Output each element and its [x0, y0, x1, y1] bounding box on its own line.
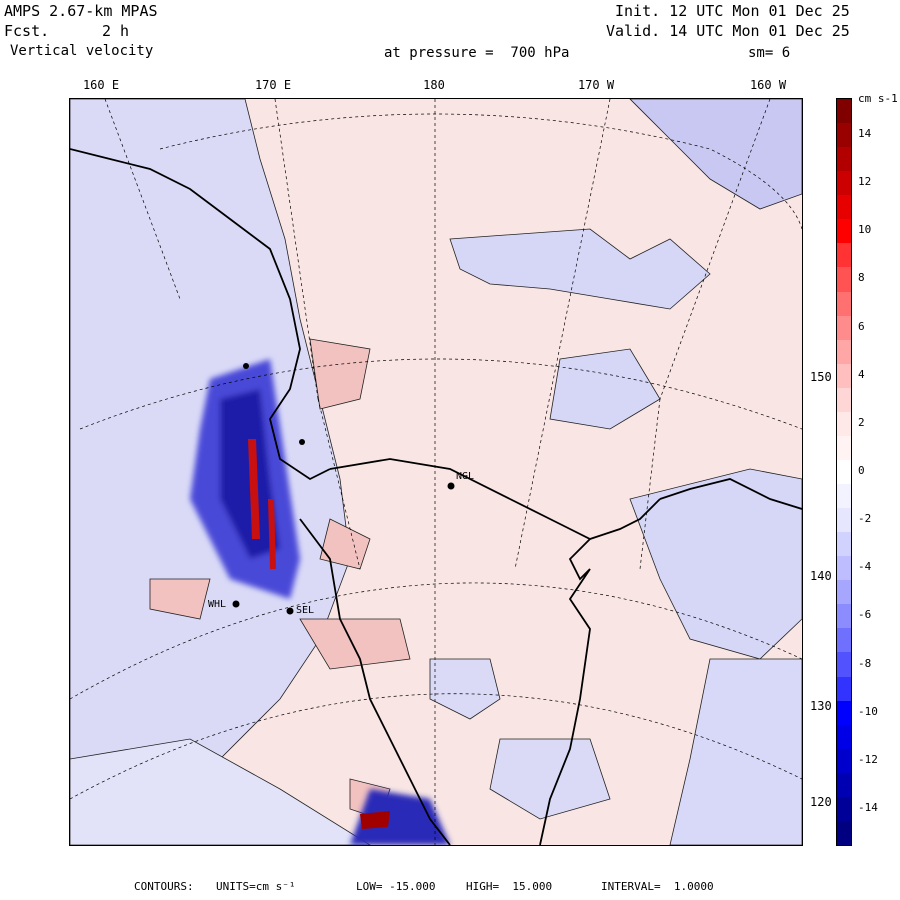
footer-units: UNITS=cm s⁻¹ — [216, 880, 296, 893]
colorbar-segment — [837, 580, 851, 605]
valid-time: Valid. 14 UTC Mon 01 Dec 25 — [606, 22, 850, 40]
colorbar-segment — [837, 796, 851, 822]
colorbar-segment — [837, 484, 851, 509]
lon-label-170w: 170 W — [577, 78, 615, 92]
colorbar-tick-label: 10 — [858, 223, 872, 237]
colorbar-segment — [837, 243, 851, 268]
lon-label-160e: 160 E — [82, 78, 120, 92]
colorbar-segment — [837, 315, 851, 341]
colorbar-segment — [837, 267, 851, 292]
map-canvas — [70, 99, 802, 845]
colorbar-segment — [837, 556, 851, 581]
colorbar-segment — [837, 724, 851, 750]
colorbar-tick-label: 4 — [858, 367, 865, 381]
station-label-whl: WHL — [208, 599, 227, 610]
graticule — [70, 99, 802, 845]
colorbar-segment — [837, 171, 851, 196]
colorbar-segment — [837, 219, 851, 244]
colorbar-tick-label: 14 — [858, 127, 872, 141]
station-label-ngl: NGL — [456, 471, 475, 482]
colorbar-tick-label: -4 — [858, 560, 872, 574]
colorbar-segment — [837, 411, 851, 437]
colorbar-tick-label: 0 — [858, 464, 865, 477]
colorbar — [836, 98, 852, 846]
footer-low: LOW= -15.000 — [356, 880, 436, 893]
lon-label-180: 180 — [423, 78, 445, 92]
colorbar-tick-label: 2 — [858, 415, 865, 429]
colorbar-segment — [837, 459, 851, 485]
colorbar-segment — [837, 339, 851, 365]
smoothing-value: sm= 6 — [748, 45, 791, 61]
colorbar-segment — [837, 532, 851, 557]
model-title: AMPS 2.67-km MPAS — [4, 2, 158, 20]
colorbar-tick-label: 12 — [858, 175, 872, 189]
colorbar-segment — [837, 291, 851, 317]
pressure-level: at pressure = 700 hPa — [384, 45, 570, 61]
colorbar-segment — [837, 700, 851, 726]
forecast-hour: 2 h — [102, 22, 130, 40]
coastline — [70, 148, 802, 845]
footer-contours-label: CONTOURS: — [134, 880, 194, 893]
colorbar-tick-label: -2 — [858, 512, 872, 526]
colorbar-segment — [837, 652, 851, 678]
colorbar-segment — [837, 772, 851, 798]
colorbar-tick-label: 8 — [858, 271, 865, 285]
station-sel-marker — [286, 607, 294, 615]
lon-label-170e: 170 E — [254, 78, 292, 92]
colorbar-segment — [837, 604, 851, 629]
station-label-sel: SEL — [296, 605, 315, 616]
colorbar-units: cm s-1 — [858, 92, 898, 105]
colorbar-tick-label: -10 — [858, 704, 878, 718]
map-panel[interactable]: NGL SEL WHL — [69, 98, 803, 846]
station-ngl-marker — [447, 482, 455, 490]
init-time: Init. 12 UTC Mon 01 Dec 25 — [615, 2, 850, 20]
colorbar-segment — [837, 628, 851, 653]
colorbar-segment — [837, 99, 851, 124]
colorbar-segment — [837, 387, 851, 413]
colorbar-segment — [837, 123, 851, 148]
colorbar-segment — [837, 820, 851, 846]
colorbar-tick-label: -12 — [858, 752, 878, 766]
colorbar-segment — [837, 147, 851, 172]
footer-high: HIGH= 15.000 — [466, 880, 553, 893]
station-markers — [232, 363, 455, 615]
colorbar-tick-label: 6 — [858, 319, 865, 333]
station-marker — [299, 439, 305, 445]
colorbar-segment — [837, 363, 851, 389]
colorbar-segment — [837, 748, 851, 774]
colorbar-tick-label: -14 — [858, 800, 878, 814]
field-name: Vertical velocity — [10, 43, 154, 59]
colorbar-segment — [837, 508, 851, 533]
lon-label-160w: 160 W — [749, 78, 787, 92]
colorbar-segment — [837, 435, 851, 461]
colorbar-segment — [837, 195, 851, 220]
colorbar-tick-label: -6 — [858, 608, 872, 622]
colorbar-tick-label: -8 — [858, 656, 872, 670]
station-whl-marker — [232, 600, 240, 608]
forecast-label: Fcst. — [4, 22, 50, 40]
station-marker — [243, 363, 249, 369]
footer-interval: INTERVAL= 1.0000 — [601, 880, 714, 893]
colorbar-segment — [837, 676, 851, 702]
strong-ascent-band — [248, 439, 390, 829]
